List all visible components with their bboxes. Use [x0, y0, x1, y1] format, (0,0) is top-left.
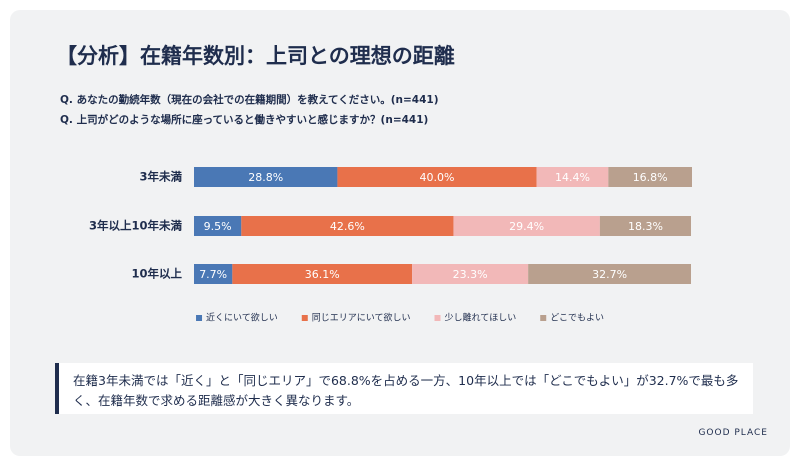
- value-label: 7.7%: [199, 268, 227, 281]
- question: Q. 上司がどのような場所に座っていると働きやすいと感じますか？(n=441): [60, 114, 429, 126]
- value-label: 42.6%: [330, 220, 365, 233]
- bar-segment: [194, 167, 338, 187]
- value-label: 36.1%: [305, 268, 340, 281]
- title: 【分析】在籍年数別：上司との理想の距離: [56, 44, 455, 68]
- legend-swatch: [540, 315, 547, 321]
- value-label: 23.3%: [453, 268, 488, 281]
- bar-segment: [536, 167, 609, 187]
- value-label: 40.0%: [420, 171, 455, 184]
- bar-segment: [599, 216, 692, 236]
- question: Q. あなたの勤続年数（現在の会社での在籍期間）を教えてください。(n=441): [60, 94, 439, 106]
- value-label: 18.3%: [628, 220, 663, 233]
- legend-swatch: [301, 315, 308, 321]
- legend-label: 少し離れてほしい: [445, 312, 517, 324]
- category-label: 10年以上: [131, 267, 182, 281]
- value-label: 16.8%: [633, 171, 668, 184]
- bar-segment: [337, 167, 537, 187]
- bar-segment: [232, 264, 413, 284]
- value-label: 9.5%: [204, 220, 232, 233]
- bar-segment: [194, 264, 233, 284]
- bar-segment: [412, 264, 529, 284]
- summary: 在籍3年未満では「近く」と「同じエリア」で68.8%を占める一方、10年以上では…: [55, 363, 753, 414]
- bar-segment: [528, 264, 692, 284]
- value-label: 29.4%: [509, 220, 544, 233]
- category-label: 3年未満: [139, 170, 182, 184]
- bar-segment: [608, 167, 692, 187]
- category-label: 3年以上10年未満: [89, 219, 183, 233]
- bar-segment: [241, 216, 454, 236]
- bar-segment: [194, 216, 242, 236]
- brand: GOOD PLACE: [698, 428, 768, 438]
- legend-swatch: [434, 315, 441, 321]
- legend-label: 同じエリアにいて欲しい: [312, 312, 411, 324]
- legend-label: 近くにいて欲しい: [206, 312, 278, 324]
- value-label: 32.7%: [592, 268, 627, 281]
- value-label: 14.4%: [555, 171, 590, 184]
- chart: 3年未満 28.8% 40.0% 14.4% 16.8% 3年以上10年未満 9.5% 42.…: [89, 167, 692, 324]
- value-label: 28.8%: [248, 171, 283, 184]
- legend-label: どこでもよい: [550, 313, 604, 324]
- bar-segment: [453, 216, 600, 236]
- legend-swatch: [196, 315, 203, 321]
